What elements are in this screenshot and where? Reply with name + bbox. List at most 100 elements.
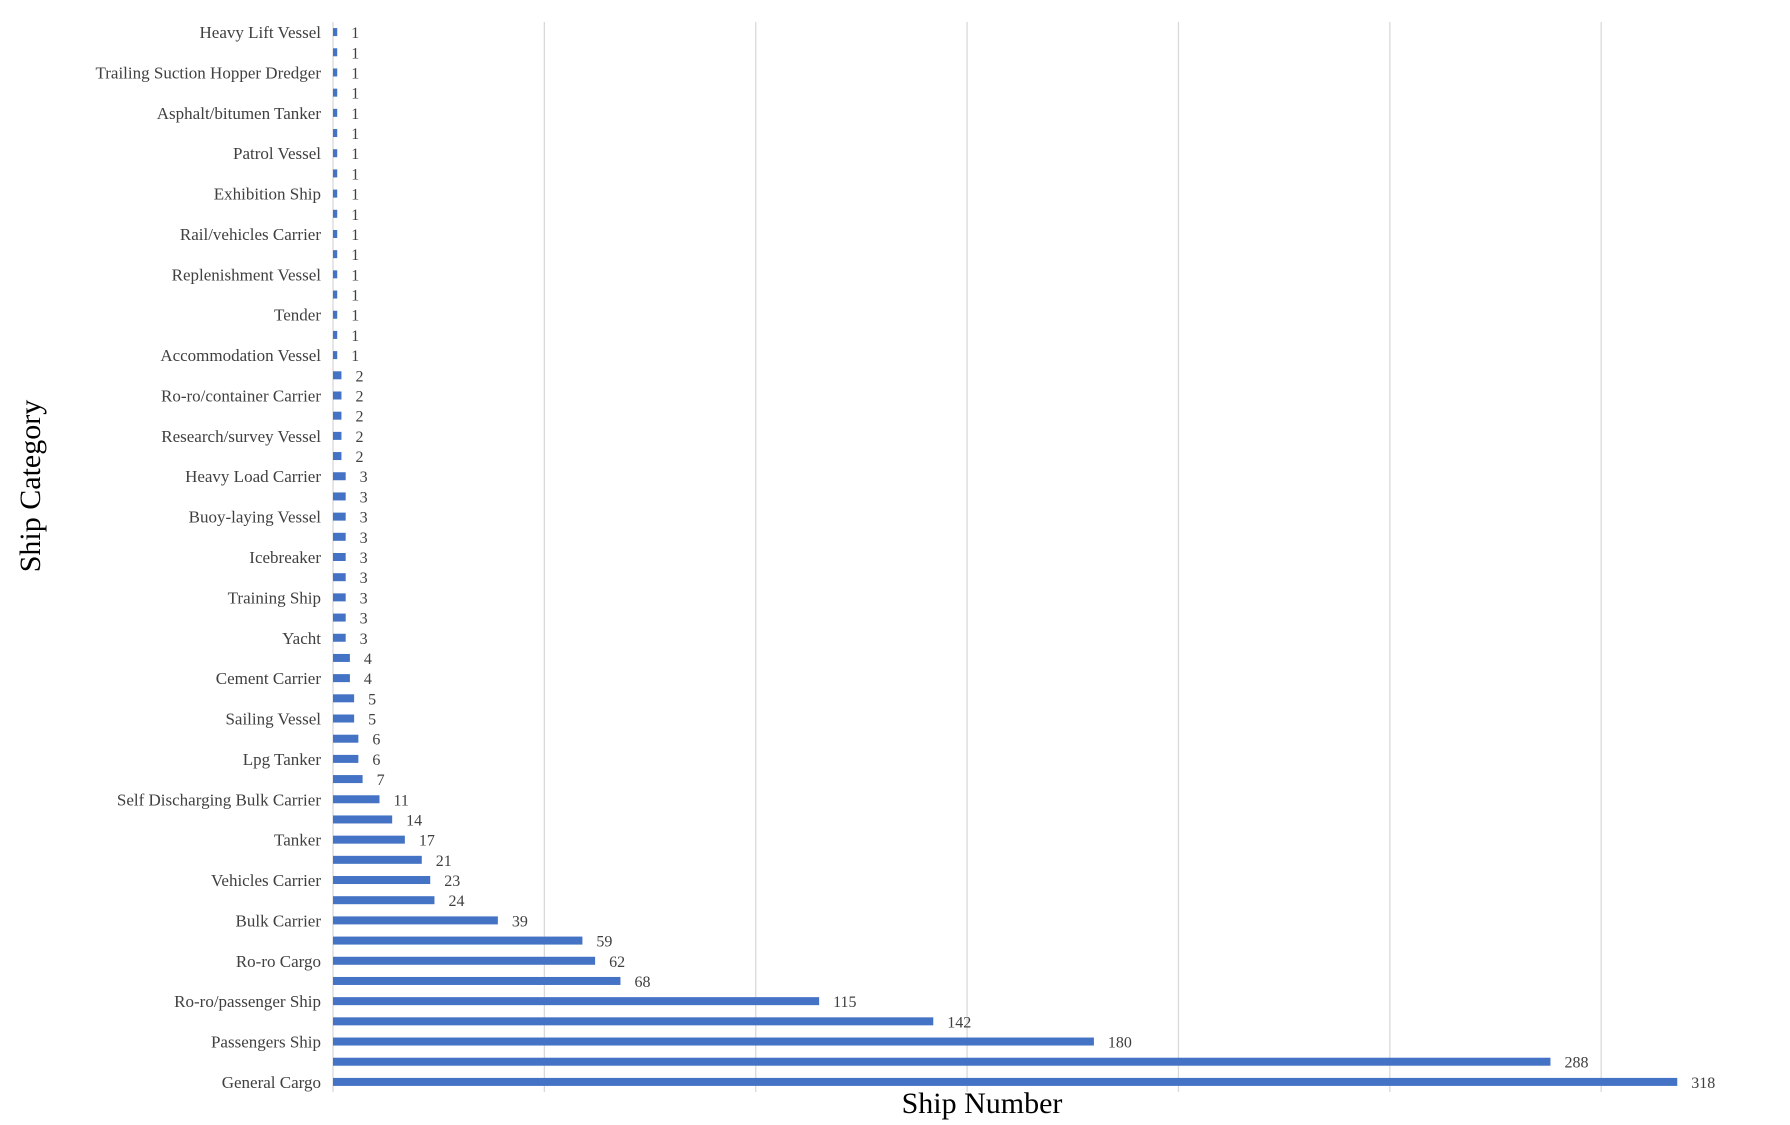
- category-tick-label: Ro-ro/container Carrier: [161, 386, 321, 405]
- bar: [333, 613, 346, 622]
- data-label: 180: [1108, 1035, 1132, 1052]
- bar: [333, 250, 338, 259]
- data-label: 21: [436, 853, 452, 870]
- bar: [333, 411, 342, 420]
- bar: [333, 1077, 1678, 1086]
- bar: [333, 694, 355, 703]
- data-label: 3: [360, 550, 368, 567]
- data-label: 24: [448, 893, 464, 910]
- bar: [333, 876, 431, 885]
- bar: [333, 593, 346, 602]
- category-tick-label: General Cargo: [222, 1073, 321, 1092]
- data-label: 1: [351, 166, 359, 183]
- data-label: 7: [377, 772, 385, 789]
- data-label: 4: [364, 651, 372, 668]
- category-tick-label: Cement Carrier: [216, 669, 322, 688]
- category-tick-label: Patrol Vessel: [233, 144, 321, 163]
- category-tick-labels: Heavy Lift Vessel Trailing Suction Hopper…: [95, 23, 321, 1092]
- bar: [333, 330, 338, 339]
- bar: [333, 956, 596, 965]
- category-tick-label: Accommodation Vessel: [160, 346, 321, 365]
- data-label: 2: [355, 429, 363, 446]
- data-label: 39: [512, 913, 528, 930]
- category-tick-label: Self Discharging Bulk Carrier: [117, 790, 321, 809]
- category-tick-label: Sailing Vessel: [225, 710, 321, 729]
- bar: [333, 775, 363, 784]
- bar: [333, 674, 350, 683]
- bar: [333, 290, 338, 299]
- bar: [333, 653, 350, 662]
- category-tick-label: Icebreaker: [249, 548, 321, 567]
- bar: [333, 633, 346, 642]
- bar: [333, 472, 346, 481]
- data-label: 3: [360, 510, 368, 527]
- bar: [333, 1037, 1094, 1046]
- bar: [333, 431, 342, 440]
- data-labels: 1111111111111111122222333333333445566711…: [351, 25, 1715, 1092]
- data-label: 3: [360, 489, 368, 506]
- bar: [333, 452, 342, 461]
- bar: [333, 754, 359, 763]
- bar: [333, 976, 621, 985]
- data-label: 1: [351, 247, 359, 264]
- bar: [333, 734, 359, 743]
- bar: [333, 512, 346, 521]
- data-label: 11: [394, 792, 409, 809]
- category-tick-label: Passengers Ship: [211, 1033, 321, 1052]
- data-label: 1: [351, 25, 359, 42]
- data-label: 1: [351, 267, 359, 284]
- data-label: 1: [351, 146, 359, 163]
- category-tick-label: Yacht: [282, 629, 321, 648]
- data-label: 3: [360, 611, 368, 628]
- category-tick-label: Trailing Suction Hopper Dredger: [95, 63, 321, 82]
- category-tick-label: Tender: [274, 306, 321, 325]
- category-tick-label: Lpg Tanker: [243, 750, 322, 769]
- bars: [333, 28, 1678, 1086]
- bar: [333, 88, 338, 97]
- data-label: 3: [360, 590, 368, 607]
- data-label: 3: [360, 570, 368, 587]
- category-tick-label: Buoy-laying Vessel: [189, 508, 322, 527]
- bar: [333, 270, 338, 279]
- data-label: 5: [368, 712, 376, 729]
- category-tick-label: Tanker: [274, 831, 321, 850]
- category-tick-label: Asphalt/bitumen Tanker: [157, 104, 322, 123]
- bar: [333, 1057, 1551, 1066]
- bar: [333, 209, 338, 218]
- category-tick-label: Vehicles Carrier: [211, 871, 321, 890]
- bar: [333, 371, 342, 380]
- data-label: 14: [406, 812, 422, 829]
- data-label: 1: [351, 65, 359, 82]
- bar: [333, 896, 435, 905]
- data-label: 3: [360, 631, 368, 648]
- bar: [333, 310, 338, 319]
- bar: [333, 68, 338, 77]
- bar: [333, 795, 380, 804]
- data-label: 23: [444, 873, 460, 890]
- data-label: 1: [351, 328, 359, 345]
- data-label: 1: [351, 106, 359, 123]
- data-label: 1: [351, 348, 359, 365]
- bar: [333, 855, 422, 864]
- bar: [333, 916, 498, 925]
- data-label: 288: [1564, 1055, 1588, 1072]
- bar: [333, 714, 355, 723]
- bar: [333, 815, 393, 824]
- bar: [333, 169, 338, 178]
- data-label: 2: [355, 368, 363, 385]
- data-label: 1: [351, 227, 359, 244]
- data-label: 2: [355, 409, 363, 426]
- category-tick-label: Heavy Load Carrier: [185, 467, 321, 486]
- data-label: 4: [364, 671, 372, 688]
- bar: [333, 108, 338, 117]
- bar: [333, 553, 346, 561]
- bar: [333, 48, 338, 57]
- data-label: 68: [634, 974, 650, 991]
- data-label: 2: [355, 388, 363, 405]
- bar: [333, 149, 338, 158]
- category-tick-label: Exhibition Ship: [214, 185, 321, 204]
- data-label: 17: [419, 833, 435, 850]
- gridlines: [332, 22, 1602, 1092]
